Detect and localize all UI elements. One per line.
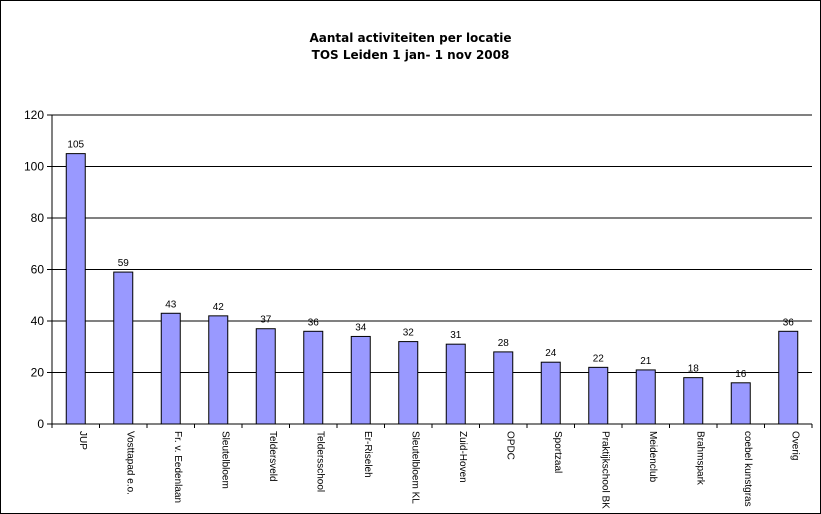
bar xyxy=(160,312,181,425)
bars xyxy=(65,153,799,425)
bar xyxy=(303,330,324,425)
x-tick-label: Er-Riseleh xyxy=(362,431,373,478)
x-tick-label: Sportzaal xyxy=(552,431,563,473)
y-tick-label: 100 xyxy=(24,160,44,174)
x-tick-label: Brahmspark xyxy=(694,431,705,486)
data-label: 37 xyxy=(260,315,272,326)
bar xyxy=(65,153,86,425)
bar xyxy=(398,341,419,425)
data-label: 22 xyxy=(593,353,605,364)
bar xyxy=(350,335,371,425)
y-tick-label: 80 xyxy=(31,211,45,225)
data-label: 42 xyxy=(213,302,225,313)
bar xyxy=(113,271,134,425)
bar xyxy=(635,369,656,425)
data-label: 36 xyxy=(783,317,795,328)
x-tick-label: Sleutelbloem KL xyxy=(409,431,420,504)
bar xyxy=(445,343,466,425)
data-label: 24 xyxy=(545,348,557,359)
x-tick-label: Zuid-Hoven xyxy=(457,431,468,483)
bar xyxy=(588,366,609,425)
data-labels: 105 59 43 42 37 36 34 32 31 28 24 22 21 18 16 36 xyxy=(67,140,794,380)
data-label: 28 xyxy=(498,338,510,349)
chart-subtitle: TOS Leiden 1 jan- 1 nov 2008 xyxy=(311,48,510,62)
bar xyxy=(208,315,229,425)
gridlines xyxy=(52,114,812,373)
bar xyxy=(730,382,751,425)
y-axis: 0 20 40 60 80 100 120 xyxy=(24,108,53,431)
chart-title: Aantal activiteiten per locatie xyxy=(309,31,512,45)
x-tick-label: Vosttapad e.o. xyxy=(124,431,135,495)
x-tick-label: Teldersschool xyxy=(314,431,325,492)
x-tick-label: Meidenclub xyxy=(647,431,658,483)
x-tick-label: Overig xyxy=(789,431,800,460)
y-tick-label: 20 xyxy=(31,366,45,380)
bar xyxy=(493,351,514,425)
bar xyxy=(778,330,799,425)
data-label: 21 xyxy=(640,356,652,367)
y-tick-label: 0 xyxy=(37,417,44,431)
data-label: 16 xyxy=(735,369,747,380)
x-tick-label: JUP xyxy=(77,431,88,450)
data-label: 34 xyxy=(355,322,367,333)
data-label: 32 xyxy=(403,328,415,339)
x-tick-label: Fr. v. Eedenlaan xyxy=(172,431,183,503)
y-tick-label: 60 xyxy=(31,263,45,277)
bar xyxy=(683,377,704,425)
data-label: 18 xyxy=(688,364,700,375)
x-tick-label: Praktijkschool BK xyxy=(599,431,610,509)
bar xyxy=(255,328,276,425)
data-label: 105 xyxy=(67,140,84,151)
data-label: 36 xyxy=(308,317,320,328)
data-label: 59 xyxy=(118,258,130,269)
data-label: 31 xyxy=(450,330,462,341)
data-label: 43 xyxy=(165,299,177,310)
bar xyxy=(540,361,561,425)
x-tick-label: Sleutelbloem xyxy=(219,431,230,489)
x-tick-label: OPDC xyxy=(504,431,515,460)
x-axis: JUP Vosttapad e.o. Fr. v. Eedenlaan Sleutel… xyxy=(51,423,813,509)
y-tick-label: 120 xyxy=(24,108,44,122)
x-tick-label: coebel kunstgras xyxy=(742,431,753,507)
x-tick-label: Teldersveld xyxy=(267,431,278,482)
y-tick-label: 40 xyxy=(31,314,45,328)
